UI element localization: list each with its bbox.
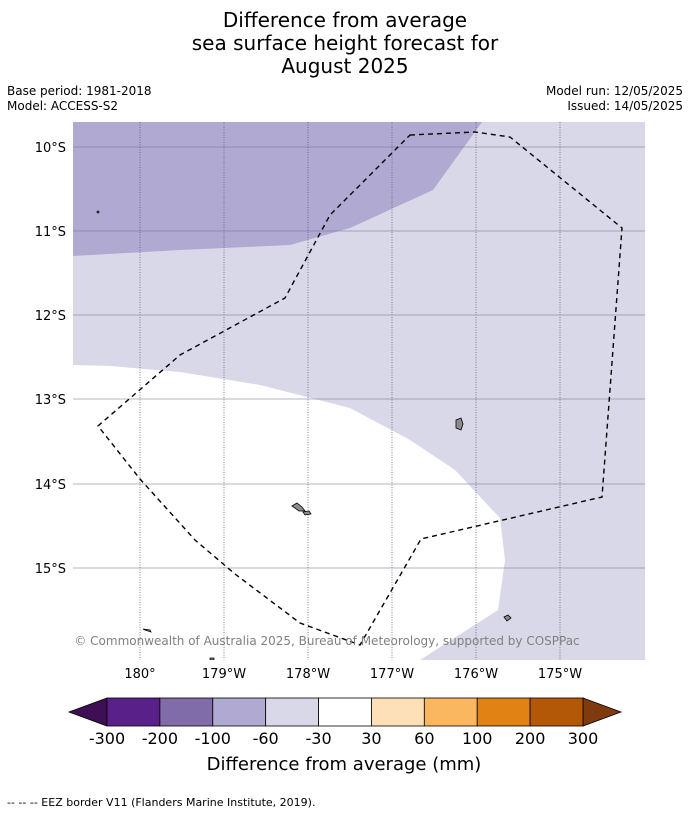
legend-bin <box>212 697 267 727</box>
legend-tick-label: 100 <box>462 729 493 748</box>
legend-arrow-low <box>67 697 108 727</box>
base-period: Base period: 1981-2018 <box>7 84 152 98</box>
islands <box>96 210 512 660</box>
copyright-text: © Commonwealth of Australia 2025, Bureau… <box>74 634 579 648</box>
legend-tick-label: 30 <box>361 729 381 748</box>
chart-title: Difference from average sea surface heig… <box>0 9 690 78</box>
lon-label-179w: 179°W <box>202 667 246 682</box>
legend-bin <box>318 697 372 727</box>
model-name: Model: ACCESS-S2 <box>7 99 119 113</box>
lon-label-175w: 175°W <box>538 667 582 682</box>
lat-label-12s: 12°S <box>35 309 66 324</box>
map-figure: © Commonwealth of Australia 2025, Bureau… <box>35 122 645 775</box>
island-swains <box>455 417 464 431</box>
title-line-2: sea surface height forecast for <box>191 31 499 55</box>
legend-arrow-high <box>582 697 623 727</box>
issued-date: Issued: 14/05/2025 <box>567 99 683 113</box>
anomaly-band-neg60-neg100 <box>73 122 482 256</box>
lon-label-177w: 177°W <box>370 667 414 682</box>
title-line-1: Difference from average <box>222 8 468 32</box>
legend-title: Difference from average (mm) <box>207 754 482 775</box>
legend-tick-label: 200 <box>515 729 546 748</box>
title-line-3: August 2025 <box>281 54 409 78</box>
island-dot <box>96 210 100 214</box>
island-edge <box>142 628 152 633</box>
island-rose <box>503 614 512 622</box>
map-area: © Commonwealth of Australia 2025, Bureau… <box>73 122 645 660</box>
legend-tick-label: 300 <box>568 729 599 748</box>
legend-bin <box>529 697 584 727</box>
lat-label-10s: 10°S <box>35 141 66 156</box>
eez-border <box>97 131 623 646</box>
legend-bin <box>106 697 161 727</box>
lat-label-14s: 14°S <box>35 478 66 493</box>
legend-colorbar: -300 -200 -100 -60 -30 30 60 100 200 300 Differen… <box>67 697 623 775</box>
lon-label-178w: 178°W <box>286 667 330 682</box>
legend-tick-label: -300 <box>89 729 125 748</box>
legend-bin <box>476 697 531 727</box>
legend-bin <box>423 697 478 727</box>
legend-tick-label: -60 <box>253 729 279 748</box>
anomaly-band-neutral <box>73 365 505 660</box>
legend-tick-label: 60 <box>414 729 434 748</box>
eez-footnote: -- -- -- EEZ border V11 (Flanders Marine… <box>7 796 316 809</box>
meta-right: Model run: 12/05/2025 Issued: 14/05/2025 <box>546 84 683 114</box>
island-upolu <box>291 502 306 512</box>
island-edge <box>209 657 215 660</box>
lat-label-13s: 13°S <box>35 393 66 408</box>
legend-tick-label: -100 <box>195 729 231 748</box>
legend-bin <box>371 697 425 727</box>
meta-left: Base period: 1981-2018 Model: ACCESS-S2 <box>7 84 152 114</box>
island-small <box>302 510 312 516</box>
graticule <box>73 146 645 569</box>
legend-bin <box>159 697 214 727</box>
lon-label-180: 180° <box>124 667 155 682</box>
graticule-lon <box>139 122 561 660</box>
lon-label-176w: 176°W <box>454 667 498 682</box>
lat-label-11s: 11°S <box>35 225 66 240</box>
model-run: Model run: 12/05/2025 <box>545 84 683 98</box>
lat-labels: 10°S 11°S 12°S 13°S 14°S 15°S <box>35 141 66 577</box>
lat-label-15s: 15°S <box>35 562 66 577</box>
legend-tick-label: -30 <box>305 729 331 748</box>
legend-tick-label: -200 <box>142 729 178 748</box>
legend-bin <box>265 697 319 727</box>
lon-labels: 180° 179°W 178°W 177°W 176°W 175°W <box>124 667 582 682</box>
